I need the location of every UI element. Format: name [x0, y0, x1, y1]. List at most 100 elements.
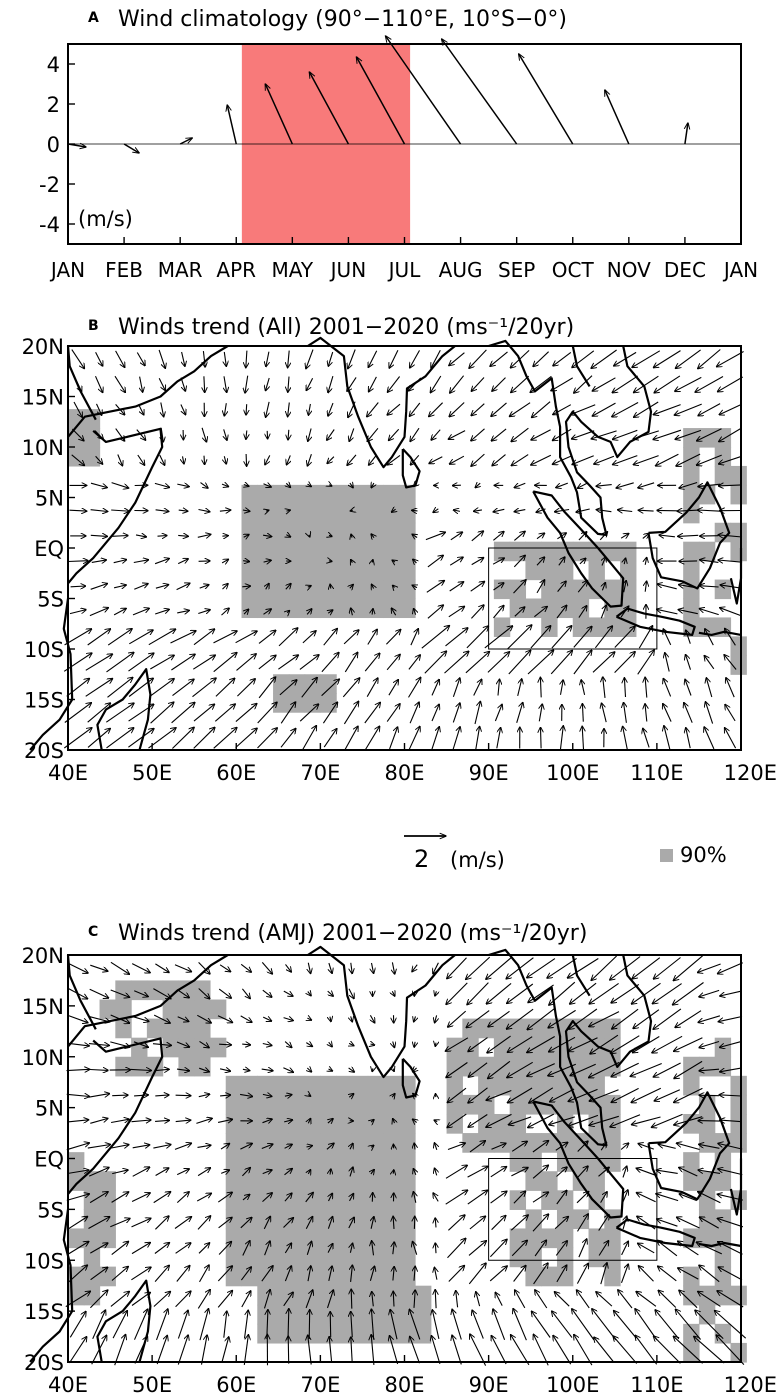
c-wind-vector [134, 1336, 147, 1364]
c-sig-cell [683, 1323, 700, 1344]
c-sig-cell [304, 1113, 321, 1134]
b-wind-vector [105, 703, 134, 723]
b-wind-vector [656, 453, 679, 466]
c-sig-cell [446, 1056, 463, 1077]
c-wind-vector [390, 1336, 399, 1365]
c-wind-vector [90, 1118, 108, 1124]
c-coastline [571, 954, 591, 997]
c-sig-cell [556, 1247, 574, 1268]
c-wind-vector [220, 1095, 231, 1096]
c-sig-cell [604, 1228, 621, 1249]
b-sig-cell [604, 579, 621, 600]
c-sig-cell [209, 1037, 227, 1058]
b-wind-vector [624, 581, 627, 593]
b-sig-cell [351, 522, 369, 543]
c-wind-vector [308, 962, 310, 974]
b-sig-cell [288, 503, 306, 524]
b-wind-vector [719, 427, 742, 442]
b-wind-vector [90, 482, 107, 487]
c-wind-vector [527, 1036, 555, 1053]
c-sig-cell [493, 1037, 511, 1058]
b-wind-vector [306, 378, 314, 390]
c-ytick-label: 15N [22, 995, 64, 1019]
b-wind-vector [596, 510, 612, 512]
c-sig-cell [367, 1094, 385, 1115]
b-sig-cell [730, 522, 747, 543]
c-sig-cell [588, 1018, 605, 1039]
c-wind-vector [177, 1335, 188, 1365]
b-wind-vector [540, 677, 541, 698]
c-wind-vector [309, 1310, 310, 1340]
panel-a-vector-sep [442, 39, 518, 145]
c-sig-cell [351, 1133, 369, 1153]
c-wind-vector [219, 964, 231, 972]
c-wind-vector [90, 1290, 107, 1309]
c-wind-vector [217, 1192, 232, 1203]
b-wind-vector [664, 726, 671, 751]
c-wind-vector [674, 1060, 703, 1078]
c-wind-vector [219, 1044, 231, 1045]
c-wind-vector [717, 1218, 744, 1228]
c-wind-vector [652, 1035, 683, 1053]
b-wind-vector [372, 560, 373, 563]
c-sig-cell [588, 1152, 605, 1172]
c-sig-cell [320, 1323, 337, 1344]
c-wind-vector [720, 1067, 741, 1072]
c-wind-vector [654, 1089, 681, 1101]
c-sig-cell [257, 1247, 274, 1268]
c-sig-cell [304, 1247, 321, 1268]
c-wind-vector [577, 1166, 589, 1178]
panel-a-vector-apr [227, 105, 237, 145]
b-wind-vector [64, 703, 92, 723]
b-sig-cell [698, 617, 716, 637]
c-wind-vector [284, 1095, 292, 1097]
c-wind-vector [326, 1143, 334, 1150]
b-wind-vector [474, 701, 480, 725]
c-wind-vector [350, 1143, 353, 1150]
c-sig-cell [320, 1266, 337, 1287]
b-wind-vector [557, 533, 566, 540]
b-wind-vector [388, 680, 398, 696]
b-wind-vector [389, 727, 398, 750]
b-wind-vector [555, 510, 570, 512]
c-wind-vector [447, 957, 467, 979]
c-wind-vector [635, 1335, 658, 1365]
c-sig-cell [714, 1209, 732, 1230]
c-wind-vector [495, 1292, 503, 1306]
c-sig-cell [178, 980, 195, 1001]
c-wind-vector [348, 988, 354, 999]
c-wind-vector [288, 1336, 289, 1364]
c-wind-vector [155, 1120, 169, 1121]
c-sig-cell [288, 1075, 306, 1096]
c-sig-cell [99, 1266, 116, 1287]
b-wind-vector [197, 534, 211, 537]
b-wind-vector [576, 509, 590, 512]
c-wind-vector [393, 1069, 394, 1072]
c-wind-vector [658, 1290, 677, 1308]
c-wind-vector [592, 1309, 617, 1341]
b-sig-cell [683, 428, 700, 448]
c-wind-vector [577, 1141, 588, 1152]
c-xtick-label: 50E [132, 1373, 172, 1397]
b-wind-vector [371, 534, 374, 538]
b-wind-vector [427, 605, 444, 619]
c-sig-cell [556, 1228, 574, 1249]
b-wind-vector [654, 375, 681, 393]
c-sig-cell [541, 1075, 558, 1096]
panel-b: B Winds trend (All) 2001−2020 (ms⁻¹/20yr… [22, 315, 777, 785]
b-wind-vector [431, 679, 439, 696]
c-wind-vector [305, 1192, 314, 1203]
c-wind-vector [329, 962, 332, 973]
b-wind-vector [307, 454, 311, 466]
b-wind-vector [638, 626, 652, 649]
b-ytick-label: 15N [22, 386, 64, 410]
c-wind-vector [456, 1291, 458, 1308]
b-coastline [532, 490, 625, 608]
b-wind-vector [299, 704, 318, 722]
c-wind-vector [529, 1087, 554, 1103]
c-wind-vector [288, 1309, 289, 1341]
panel-b-y-axis: 20N 15N 10N 5N EQ 5S 10S 15S 20S [22, 335, 75, 763]
c-wind-vector [240, 1015, 252, 1022]
b-wind-vector [700, 560, 719, 563]
c-wind-vector [511, 1168, 528, 1177]
